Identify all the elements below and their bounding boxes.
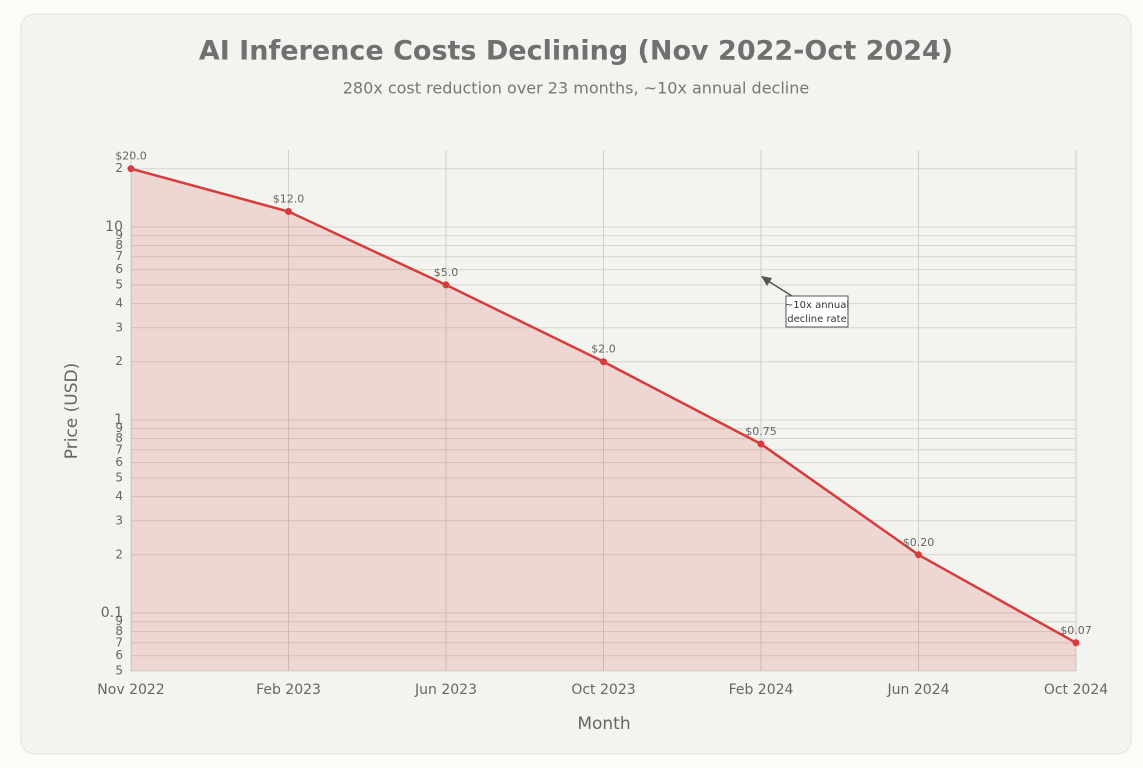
x-axis-title: Month bbox=[577, 714, 630, 734]
value-label: $20.0 bbox=[115, 150, 147, 163]
point bbox=[600, 358, 607, 366]
point bbox=[1072, 639, 1080, 647]
annotation-arrowhead bbox=[761, 276, 772, 286]
chart-title: AI Inference Costs Declining (Nov 2022-O… bbox=[199, 36, 953, 67]
chart-subtitle: 280x cost reduction over 23 months, ~10x… bbox=[343, 79, 809, 98]
value-label: $12.0 bbox=[273, 193, 305, 206]
annotation-box bbox=[785, 295, 849, 328]
x-tick-label: Nov 2022 bbox=[97, 682, 164, 698]
y-tick-label: 4 bbox=[115, 296, 123, 310]
annotation-arrow bbox=[764, 278, 796, 299]
card bbox=[20, 13, 1132, 755]
y-tick-label: 2 bbox=[115, 547, 123, 561]
x-tick-label: Feb 2023 bbox=[256, 682, 321, 698]
point bbox=[285, 208, 292, 216]
point bbox=[915, 551, 922, 559]
y-tick-label: 2 bbox=[115, 161, 123, 175]
area bbox=[131, 168, 1076, 671]
point bbox=[442, 281, 450, 289]
y-tick-label: 7 bbox=[115, 442, 123, 456]
y-tick-label: 2 bbox=[115, 354, 123, 368]
y-tick-label: 5 bbox=[115, 470, 123, 484]
y-tick-label: 7 bbox=[115, 249, 123, 263]
y-tick-label: 7 bbox=[115, 635, 123, 649]
y-tick-label: 1 bbox=[114, 412, 123, 428]
point bbox=[127, 165, 135, 173]
value-label: $5.0 bbox=[434, 266, 459, 279]
y-tick-label: 8 bbox=[115, 431, 123, 445]
y-tick-label: 5 bbox=[115, 277, 123, 291]
y-tick-label: 6 bbox=[115, 648, 123, 662]
x-tick-label: Feb 2024 bbox=[729, 682, 794, 698]
y-tick-label: 5 bbox=[115, 664, 123, 678]
point bbox=[757, 440, 765, 448]
y-tick-label: 3 bbox=[115, 513, 123, 527]
x-tick-label: Oct 2024 bbox=[1044, 682, 1108, 698]
x-tick-label: Jun 2024 bbox=[887, 682, 950, 698]
annotation-text: ~10x annual bbox=[785, 300, 849, 311]
y-tick-label: 6 bbox=[115, 262, 123, 276]
y-tick-label: 8 bbox=[115, 238, 123, 252]
y-tick-label: 3 bbox=[115, 320, 123, 334]
y-axis-title: Price (USD) bbox=[62, 363, 82, 459]
value-label: $2.0 bbox=[591, 343, 616, 356]
y-tick-label: 9 bbox=[115, 614, 123, 628]
y-tick-label: 0.1 bbox=[101, 605, 123, 621]
y-tick-label: 6 bbox=[115, 455, 123, 469]
y-tick-label: 9 bbox=[115, 228, 123, 242]
x-tick-label: Jun 2023 bbox=[414, 682, 477, 698]
value-label: $0.07 bbox=[1060, 624, 1092, 637]
value-label: $0.20 bbox=[903, 536, 935, 549]
y-tick-label: 4 bbox=[115, 489, 123, 503]
y-tick-label: 9 bbox=[115, 421, 123, 435]
annotation-text: decline rate bbox=[787, 314, 847, 325]
y-tick-label: 8 bbox=[115, 624, 123, 638]
x-tick-label: Oct 2023 bbox=[571, 682, 635, 698]
y-tick-label: 10 bbox=[105, 219, 123, 235]
value-label: $0.75 bbox=[745, 425, 777, 438]
